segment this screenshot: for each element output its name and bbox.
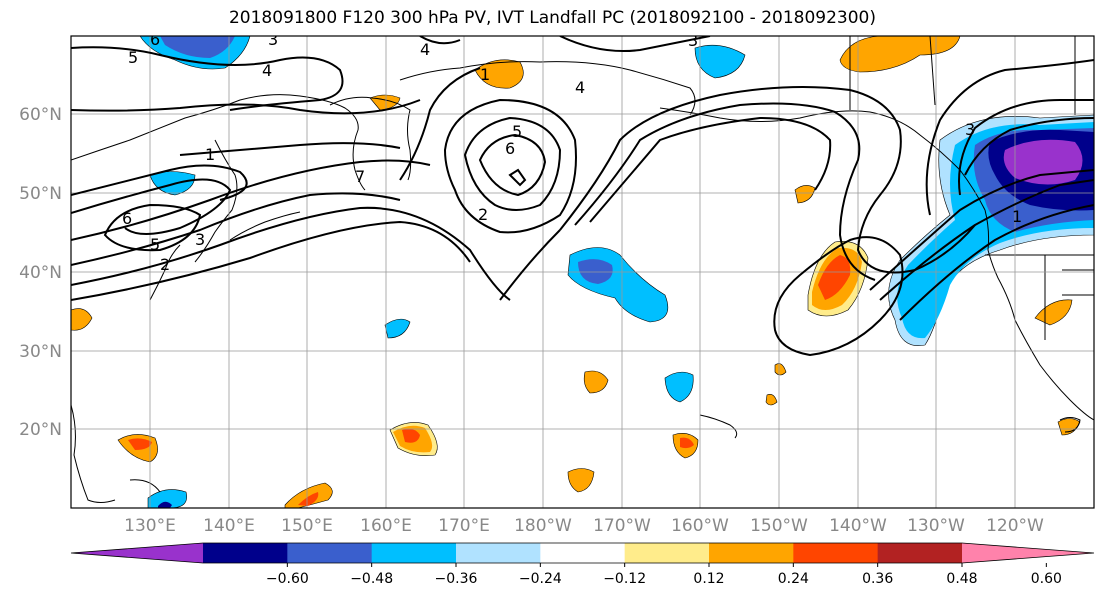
colorbar-swatch: [709, 543, 794, 563]
colorbar: −0.60 −0.48 −0.36 −0.24 −0.12 0.12 0.24 0.36 0.4…: [70, 542, 1095, 587]
contour-label: 1: [1012, 207, 1022, 226]
positive-anomaly-region: [765, 394, 778, 406]
lon-label: 170°W: [593, 516, 651, 536]
lat-label: 30°N: [19, 342, 62, 362]
colorbar-label: −0.12: [603, 571, 646, 587]
colorbar-label: 0.60: [1031, 571, 1062, 587]
lon-label: 130°E: [124, 516, 176, 536]
colorbar-extend-low: [71, 543, 203, 563]
contour-label: 3: [965, 120, 975, 139]
colorbar-swatch: [877, 543, 963, 563]
colorbar-swatch: [456, 543, 541, 563]
pv-contours: [71, 36, 1094, 357]
positive-anomaly-region: [839, 36, 961, 73]
lat-labels: 60°N 50°N 40°N 30°N 20°N: [19, 105, 62, 440]
lon-labels: 130°E 140°E 150°E 160°E 170°E 180°W 170°…: [124, 516, 1044, 536]
positive-anomaly-region: [794, 185, 816, 204]
lat-label: 50°N: [19, 184, 62, 204]
colorbar-swatch: [287, 543, 373, 563]
positive-anomaly-region: [128, 438, 152, 450]
map-frame: [70, 35, 1095, 509]
colorbar-label: −0.36: [435, 571, 478, 587]
colorbar-swatch: [793, 543, 879, 563]
colorbar-label: 0.12: [693, 571, 724, 587]
contour-label: 6: [505, 139, 515, 158]
colorbar-label: 0.48: [946, 571, 977, 587]
negative-anomaly-region: [578, 259, 613, 284]
contour-label: 6: [122, 209, 132, 228]
contour-label: 4: [262, 61, 272, 80]
contour-label: 5: [150, 235, 160, 254]
positive-anomaly-region: [474, 59, 524, 89]
lon-label: 130°W: [907, 516, 965, 536]
lat-label: 20°N: [19, 420, 62, 440]
positive-anomaly-region: [284, 482, 333, 508]
colorbar-label: −0.24: [519, 571, 562, 587]
contour-label: 5: [128, 48, 138, 67]
graticule: [71, 36, 1094, 508]
contour-label: 2: [478, 205, 488, 224]
negative-anomaly-region: [158, 501, 172, 508]
colorbar-label: −0.60: [266, 571, 309, 587]
negative-anomaly-region: [1003, 139, 1083, 185]
colorbar-extend-high: [962, 543, 1094, 563]
contour-label: 4: [575, 78, 585, 97]
positive-anomaly-region: [818, 255, 851, 300]
contour-label: 1: [205, 145, 215, 164]
contour-label: 5: [512, 122, 522, 141]
colorbar-label: −0.48: [350, 571, 393, 587]
contour-label: 3: [688, 31, 698, 50]
lon-label: 150°E: [281, 516, 333, 536]
lat-label: 40°N: [19, 263, 62, 283]
colorbar-swatch: [624, 543, 710, 563]
lon-label: 160°E: [360, 516, 412, 536]
positive-anomaly-region: [298, 492, 319, 506]
lat-label: 60°N: [19, 105, 62, 125]
map-title: 2018091800 F120 300 hPa PV, IVT Landfall…: [228, 8, 876, 28]
positive-anomaly-region: [402, 428, 420, 443]
positive-anomaly-region: [567, 468, 595, 493]
contour-label: 6: [150, 30, 160, 49]
contour-label: 3: [268, 30, 278, 49]
contour-labels: 6 5 4 3 4 3 4 5 6 2 1 7 6 5 3 2 1 3 1: [122, 30, 1022, 274]
lon-label: 180°W: [514, 516, 572, 536]
contour-label: 7: [355, 167, 365, 186]
colorbar-label: 0.24: [778, 571, 809, 587]
lon-label: 140°W: [829, 516, 887, 536]
lon-label: 170°E: [438, 516, 490, 536]
colorbar-outline: [70, 542, 1095, 564]
lon-label: 120°W: [986, 516, 1044, 536]
contour-label: 1: [480, 65, 490, 84]
negative-anomaly-region: [664, 371, 694, 403]
colorbar-label: 0.36: [862, 571, 893, 587]
positive-anomaly-region: [680, 437, 694, 449]
positive-anomaly-region: [583, 370, 609, 394]
lon-label: 140°E: [203, 516, 255, 536]
lon-label: 150°W: [750, 516, 808, 536]
lon-label: 160°W: [671, 516, 729, 536]
colorbar-swatch: [371, 543, 457, 563]
contour-label: 2: [160, 255, 170, 274]
positive-anomaly-region: [71, 308, 93, 331]
negative-anomaly-region: [384, 318, 411, 339]
contour-label: 3: [195, 230, 205, 249]
colorbar-swatch: [203, 543, 288, 563]
colorbar-swatch: [540, 543, 626, 563]
contour-label: 4: [420, 40, 430, 59]
negative-anomaly-region: [160, 36, 235, 58]
